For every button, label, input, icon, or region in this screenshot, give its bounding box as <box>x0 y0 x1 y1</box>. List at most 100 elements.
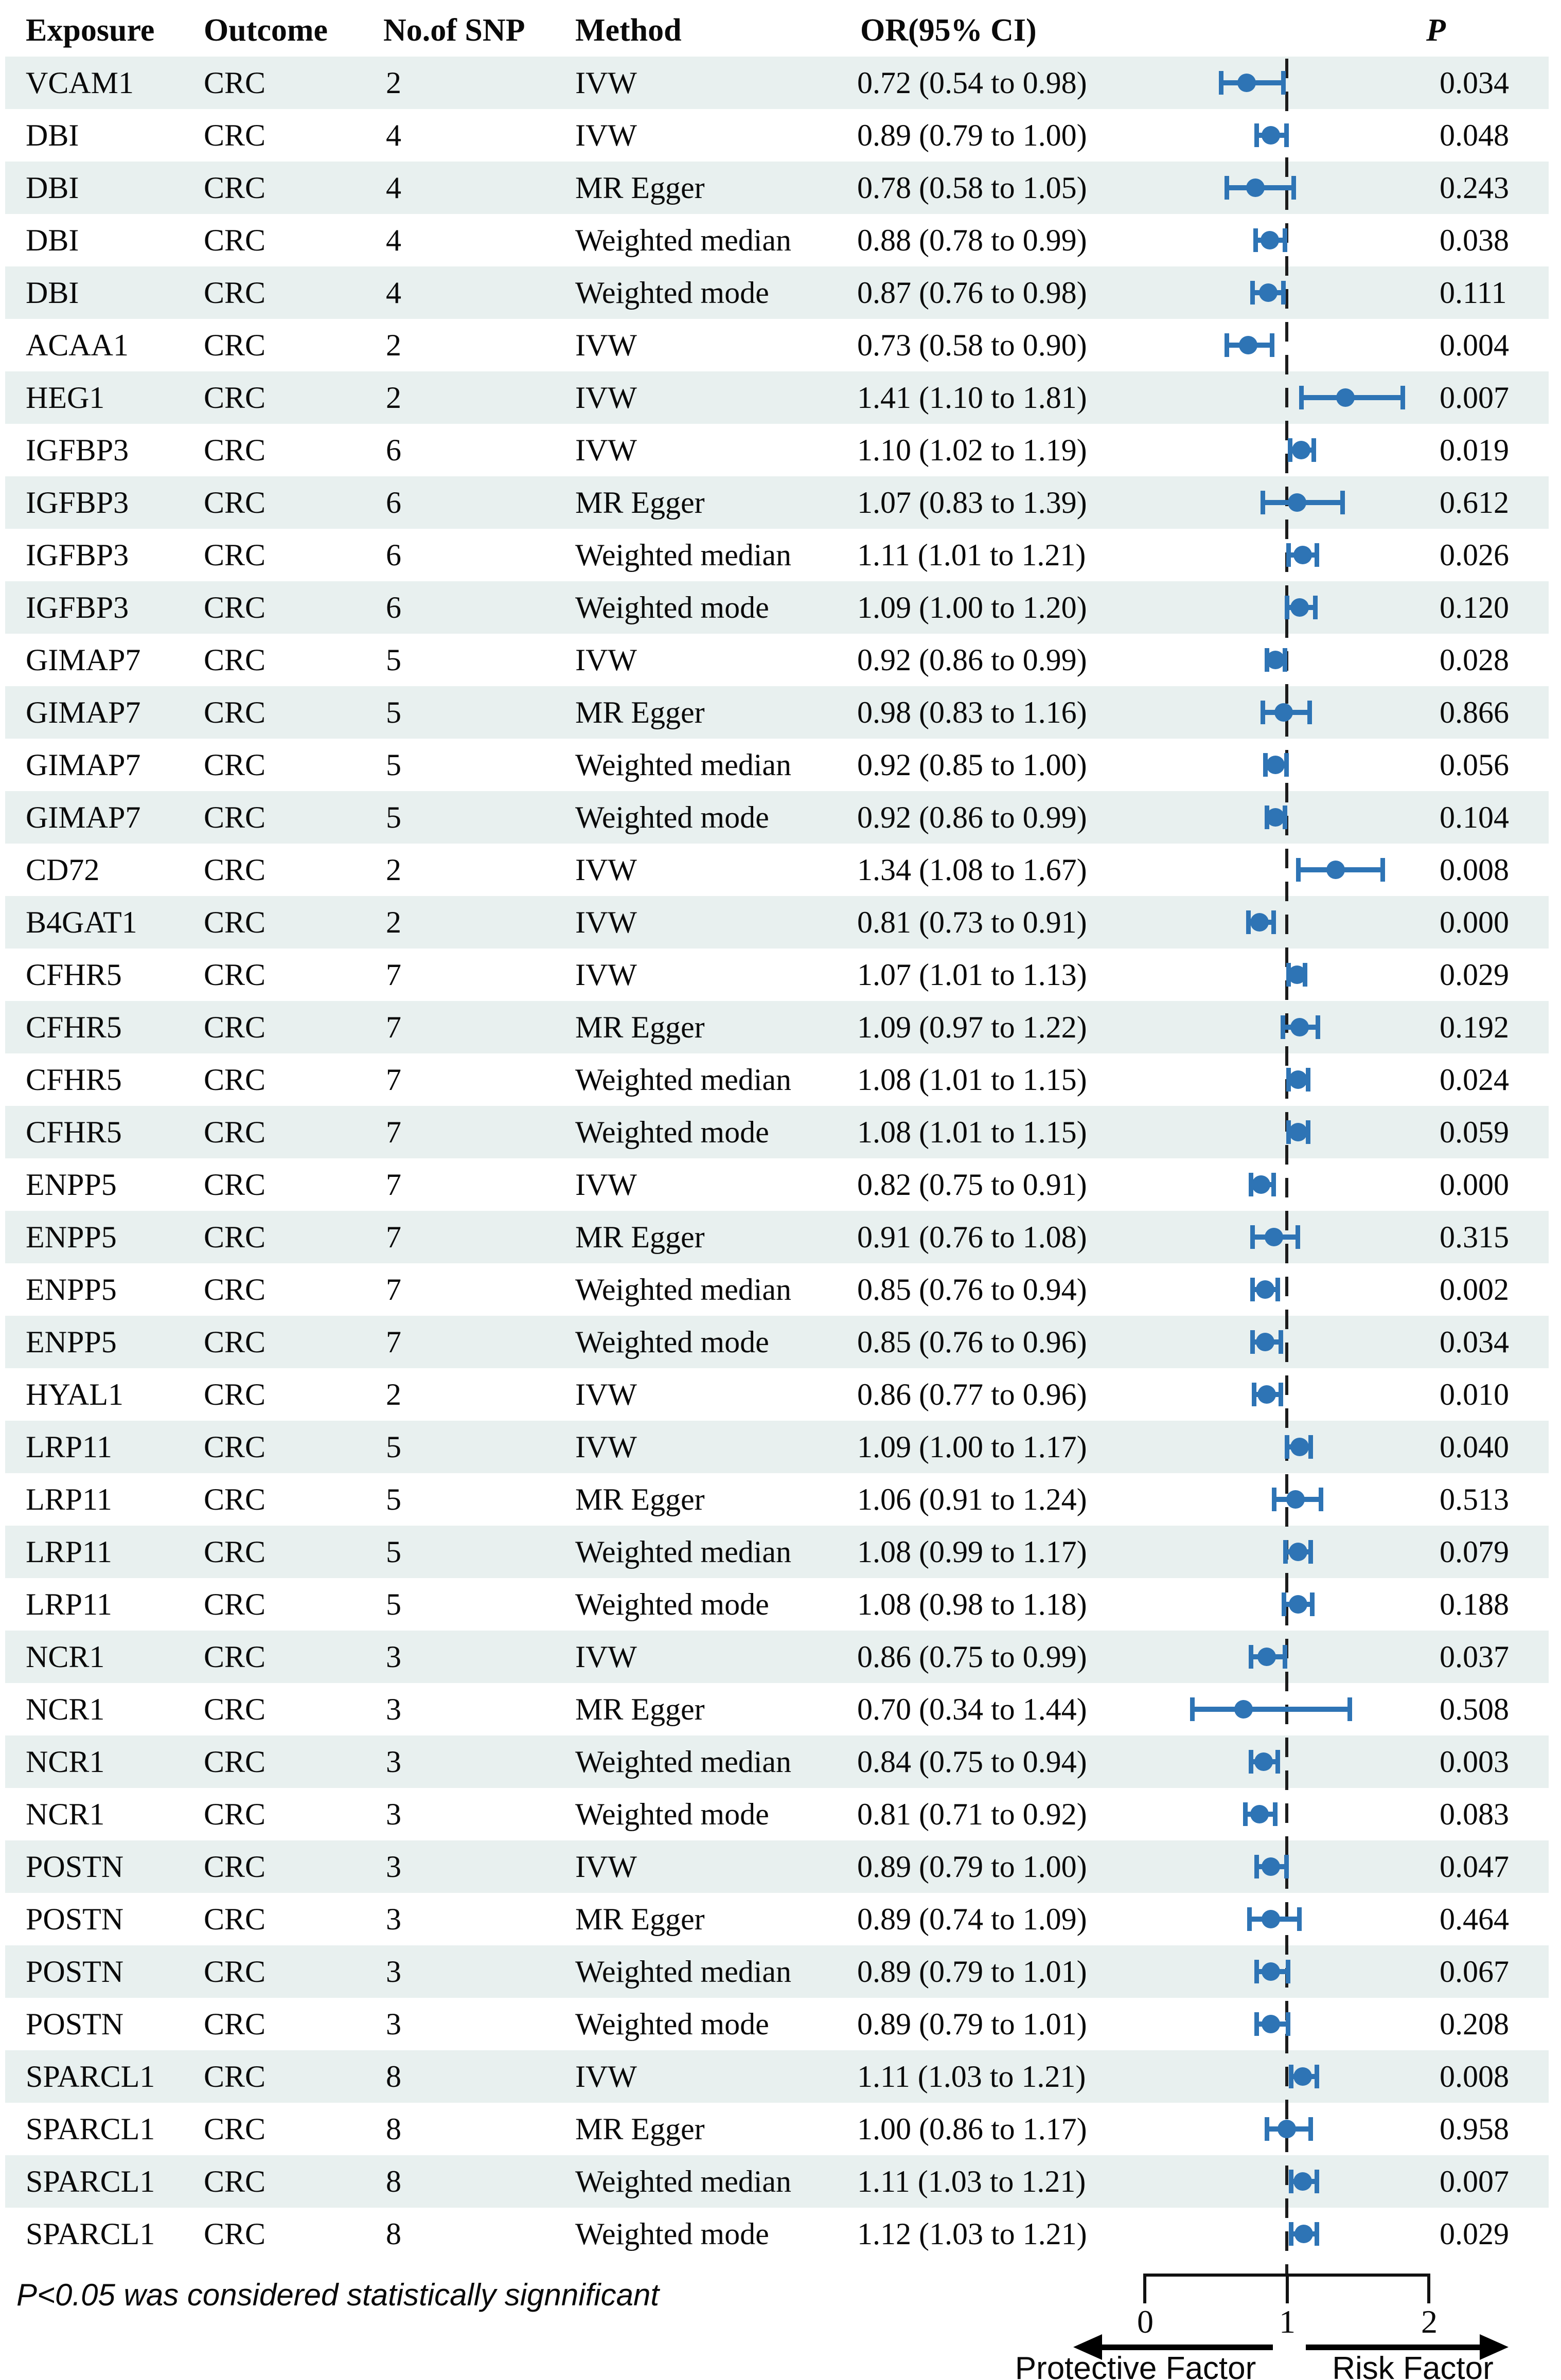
table-row: ENPP5 CRC 7 MR Egger 0.91 (0.76 to 1.08)… <box>0 1211 1561 1263</box>
protective-arrow-head-icon <box>1073 2334 1102 2360</box>
or-point-marker <box>1262 2015 1281 2033</box>
or-point-marker <box>1326 861 1345 879</box>
p-value-cell: 0.612 <box>1440 486 1509 520</box>
p-value-cell: 0.000 <box>1440 1168 1509 1202</box>
outcome-cell: CRC <box>204 2164 266 2198</box>
snp-count-cell: 6 <box>386 486 401 520</box>
column-header-snp: No.of SNP <box>383 13 525 48</box>
exposure-cell: IGFBP3 <box>26 538 129 572</box>
ci-upper-cap <box>1307 701 1312 724</box>
exposure-cell: ENPP5 <box>26 1168 117 1202</box>
or-ci-cell: 0.89 (0.74 to 1.09) <box>857 1902 1087 1936</box>
or-ci-cell: 0.81 (0.71 to 0.92) <box>857 1797 1087 1831</box>
table-header: Exposure Outcome No.of SNP Method OR(95%… <box>0 0 1561 57</box>
method-cell: IVW <box>575 381 637 415</box>
ci-upper-cap <box>1275 1278 1281 1301</box>
table-row: SPARCL1 CRC 8 Weighted median 1.11 (1.03… <box>0 2155 1561 2208</box>
outcome-cell: CRC <box>204 748 266 782</box>
p-value-cell: 0.048 <box>1440 118 1509 152</box>
outcome-cell: CRC <box>204 1587 266 1621</box>
p-value-cell: 0.010 <box>1440 1377 1509 1411</box>
outcome-cell: CRC <box>204 1535 266 1569</box>
outcome-cell: CRC <box>204 1377 266 1411</box>
p-value-cell: 0.243 <box>1440 171 1509 205</box>
outcome-cell: CRC <box>204 1273 266 1307</box>
or-point-marker <box>1238 336 1257 354</box>
ci-upper-cap <box>1316 1015 1321 1039</box>
ci-upper-cap <box>1380 858 1385 882</box>
or-point-marker <box>1294 2225 1314 2243</box>
method-cell: Weighted mode <box>575 590 769 624</box>
exposure-cell: LRP11 <box>26 1430 112 1464</box>
method-cell: Weighted mode <box>575 2217 769 2251</box>
method-cell: MR Egger <box>575 1692 705 1726</box>
method-cell: IVW <box>575 1850 637 1884</box>
column-header-or-ci: OR(95% CI) <box>860 13 1037 48</box>
outcome-cell: CRC <box>204 2217 266 2251</box>
outcome-cell: CRC <box>204 66 266 100</box>
exposure-cell: DBI <box>26 223 79 257</box>
method-cell: Weighted mode <box>575 1797 769 1831</box>
p-value-cell: 0.028 <box>1440 643 1509 677</box>
exposure-cell: B4GAT1 <box>26 905 137 939</box>
risk-factor-label: Risk Factor <box>1332 2351 1494 2380</box>
or-point-marker <box>1254 1752 1273 1771</box>
ci-upper-cap <box>1314 543 1319 567</box>
ci-upper-cap <box>1284 1855 1289 1878</box>
ci-upper-cap <box>1285 1960 1290 1983</box>
method-cell: Weighted mode <box>575 1325 769 1359</box>
outcome-cell: CRC <box>204 1168 266 1202</box>
method-cell: IVW <box>575 433 637 467</box>
or-point-marker <box>1336 388 1355 407</box>
outcome-cell: CRC <box>204 1482 266 1516</box>
outcome-cell: CRC <box>204 433 266 467</box>
or-ci-cell: 1.34 (1.08 to 1.67) <box>857 853 1087 887</box>
x-axis-tick-2 <box>1427 2274 1430 2303</box>
method-cell: Weighted median <box>575 2164 792 2198</box>
outcome-cell: CRC <box>204 486 266 520</box>
or-point-marker <box>1258 283 1278 302</box>
ci-upper-cap <box>1312 596 1318 619</box>
outcome-cell: CRC <box>204 1220 266 1254</box>
or-point-marker <box>1260 231 1279 249</box>
exposure-cell: CFHR5 <box>26 1115 122 1149</box>
method-cell: IVW <box>575 1168 637 1202</box>
exposure-cell: POSTN <box>26 2007 124 2041</box>
outcome-cell: CRC <box>204 643 266 677</box>
p-value-cell: 0.038 <box>1440 223 1509 257</box>
snp-count-cell: 5 <box>386 1430 401 1464</box>
outcome-cell: CRC <box>204 223 266 257</box>
table-row: B4GAT1 CRC 2 IVW 0.81 (0.73 to 0.91) 0.0… <box>0 896 1561 949</box>
outcome-cell: CRC <box>204 853 266 887</box>
or-ci-cell: 1.06 (0.91 to 1.24) <box>857 1482 1087 1516</box>
p-value-cell: 0.007 <box>1440 2164 1509 2198</box>
outcome-cell: CRC <box>204 905 266 939</box>
exposure-cell: SPARCL1 <box>26 2060 155 2093</box>
or-ci-cell: 1.08 (1.01 to 1.15) <box>857 1063 1087 1097</box>
x-axis-tick-label-1: 1 <box>1279 2303 1296 2340</box>
snp-count-cell: 7 <box>386 958 401 992</box>
ci-upper-cap <box>1272 1802 1278 1826</box>
or-point-marker <box>1250 1805 1269 1823</box>
outcome-cell: CRC <box>204 1692 266 1726</box>
table-row: LRP11 CRC 5 MR Egger 1.06 (0.91 to 1.24)… <box>0 1473 1561 1526</box>
method-cell: MR Egger <box>575 1902 705 1936</box>
or-point-marker <box>1290 1018 1309 1036</box>
method-cell: IVW <box>575 328 637 362</box>
snp-count-cell: 5 <box>386 643 401 677</box>
table-row: GIMAP7 CRC 5 MR Egger 0.98 (0.83 to 1.16… <box>0 686 1561 739</box>
protective-factor-label: Protective Factor <box>1015 2351 1256 2380</box>
snp-count-cell: 5 <box>386 695 401 729</box>
p-value-cell: 0.007 <box>1440 381 1509 415</box>
risk-arrow-head-icon <box>1480 2334 1509 2360</box>
snp-count-cell: 7 <box>386 1010 401 1044</box>
method-cell: MR Egger <box>575 1220 705 1254</box>
exposure-cell: HEG1 <box>26 381 105 415</box>
table-row: DBI CRC 4 IVW 0.89 (0.79 to 1.00) 0.048 <box>0 109 1561 162</box>
or-ci-cell: 0.70 (0.34 to 1.44) <box>857 1692 1087 1726</box>
table-row: CFHR5 CRC 7 MR Egger 1.09 (0.97 to 1.22)… <box>0 1001 1561 1053</box>
method-cell: Weighted median <box>575 1745 792 1779</box>
exposure-cell: ENPP5 <box>26 1220 117 1254</box>
method-cell: IVW <box>575 1377 637 1411</box>
or-ci-cell: 0.89 (0.79 to 1.00) <box>857 1850 1087 1884</box>
